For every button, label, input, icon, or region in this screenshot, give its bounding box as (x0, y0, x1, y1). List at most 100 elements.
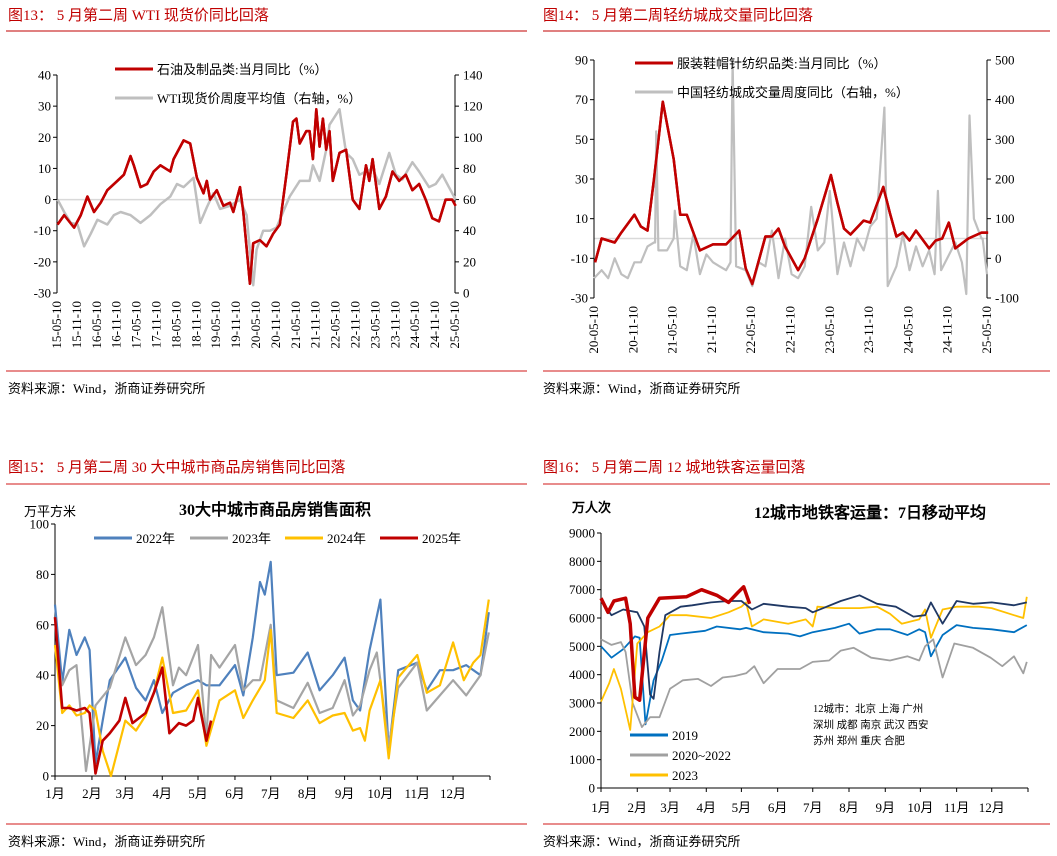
y-tick-label: 6000 (569, 611, 595, 626)
x-tick-label: 22-11-10 (348, 301, 363, 348)
y2-tick-label: 80 (463, 161, 476, 176)
series-line-1 (593, 58, 989, 296)
y-tick-label: 90 (575, 53, 588, 68)
y2-tick-label: 60 (463, 192, 476, 207)
y2-tick-label: 500 (995, 53, 1015, 68)
x-tick-label: 22-05-10 (328, 301, 343, 349)
x-tick-label: 17-05-10 (129, 301, 144, 349)
y-tick-label: 1000 (569, 752, 595, 767)
chart-metro-ridership: 0 1000 2000 3000 4000 5000 6000 7000 8000 9000 1月 2… (569, 526, 1029, 815)
x-tick-label: 15-11-10 (69, 301, 84, 348)
x-tick-label: 16-05-10 (89, 301, 104, 349)
chart-housing-sales: 0 20 40 60 80 100 1月 2月 3月 4月 5月 6月 7月 8月 9月 10月 11月 12月 2… (30, 517, 491, 801)
figure-caption: 图16： 5 月第二周 12 城地铁客运量回落 (543, 458, 806, 476)
x-tick-label: 24-05-10 (900, 306, 915, 354)
figure-caption: 图13： 5 月第二周 WTI 现货价同比回落 (8, 6, 269, 24)
x-tick-label: 2月 (628, 800, 648, 815)
source-note: 资料来源：Wind，浙商证券研究所 (543, 381, 740, 396)
x-tick-label: 22-05-10 (743, 306, 758, 354)
x-tick-label: 24-11-10 (940, 306, 955, 353)
y-tick-label: 5000 (569, 639, 595, 654)
y2-tick-label: 20 (463, 254, 476, 269)
legend-label: 2022年 (136, 531, 175, 546)
y-tick-label: 30 (575, 172, 588, 187)
x-tick-label: 23-05-10 (822, 306, 837, 354)
figure-caption: 图14： 5 月第二周轻纺城成交量同比回落 (543, 6, 813, 24)
city-note-line: 12城市：北京 上海 广州 (813, 702, 923, 715)
chart-title: 30大中城市商品房销售面积 (179, 500, 371, 519)
chart-title: 12城市地铁客运量：7日移动平均 (754, 503, 986, 522)
x-tick-label: 9月 (335, 786, 355, 801)
x-tick-label: 8月 (298, 786, 318, 801)
y-tick-label: 50 (575, 132, 588, 147)
y-tick-label: 40 (38, 68, 51, 83)
x-tick-label: 19-05-10 (208, 301, 223, 349)
y-tick-label: 40 (36, 668, 49, 683)
y-unit-label: 万平方米 (24, 504, 76, 519)
x-tick-label: 18-05-10 (168, 301, 183, 349)
x-tick-label: 23-11-10 (387, 301, 402, 348)
x-tick-label: 11月 (944, 800, 970, 815)
y2-tick-label: 120 (463, 99, 483, 114)
x-tick-label: 1月 (45, 786, 65, 801)
source-note: 资料来源：Wind，浙商证券研究所 (8, 834, 205, 849)
city-note-line: 苏州 郑州 重庆 合肥 (813, 734, 905, 747)
y-tick-label: 20 (38, 130, 51, 145)
y2-tick-label: 100 (995, 211, 1015, 226)
x-tick-label: 7月 (803, 800, 823, 815)
y-tick-label: 80 (36, 567, 49, 582)
figure-caption: 图15： 5 月第二周 30 大中城市商品房销售同比回落 (8, 458, 346, 476)
source-note: 资料来源：Wind，浙商证券研究所 (543, 834, 740, 849)
y-tick-label: 0 (589, 781, 596, 796)
y2-tick-label: 100 (463, 130, 483, 145)
y-tick-label: 4000 (569, 667, 595, 682)
series-line-1 (53, 606, 490, 773)
x-tick-label: 8月 (839, 800, 859, 815)
y-tick-label: 60 (36, 617, 49, 632)
x-tick-label: 17-11-10 (149, 301, 164, 348)
y2-tick-label: -100 (995, 291, 1019, 306)
x-tick-label: 24-05-10 (407, 301, 422, 349)
y-tick-label: 10 (575, 211, 588, 226)
x-tick-label: 3月 (660, 800, 680, 815)
x-tick-label: 5月 (732, 800, 752, 815)
y-tick-label: 3000 (569, 696, 595, 711)
y2-tick-label: 200 (995, 172, 1015, 187)
legend-label: 2020~2022 (672, 748, 731, 763)
legend-label: 2024年 (327, 531, 366, 546)
series-line-highlight (56, 108, 457, 285)
series-line-1 (600, 638, 1028, 728)
x-tick-label: 5月 (188, 786, 208, 801)
y-tick-label: -10 (34, 223, 51, 238)
y-tick-label: 7000 (569, 582, 595, 597)
x-tick-label: 21-11-10 (308, 301, 323, 348)
x-tick-label: 10月 (907, 800, 933, 815)
x-tick-label: 6月 (225, 786, 245, 801)
legend-label: 2023年 (232, 531, 271, 546)
series-line-highlight (593, 100, 989, 286)
y-unit-label: 万人次 (571, 500, 611, 515)
x-tick-label: 4月 (153, 786, 173, 801)
chart-textile: -30 -10 10 30 50 70 90 -100 0 100 200 300 400 500 20-0… (571, 53, 1019, 354)
y-tick-label: 30 (38, 99, 51, 114)
x-tick-label: 23-05-10 (367, 301, 382, 349)
x-tick-label: 15-05-10 (49, 301, 64, 349)
y-tick-label: 10 (38, 161, 51, 176)
y-tick-label: 20 (36, 718, 49, 733)
x-tick-label: 18-11-10 (188, 301, 203, 348)
legend-label: 中国轻纺城成交量周度同比（右轴，%） (677, 85, 909, 100)
y-tick-label: 2000 (569, 724, 595, 739)
series-line-0 (53, 560, 490, 765)
x-tick-label: 21-05-10 (288, 301, 303, 349)
x-tick-label: 20-11-10 (268, 301, 283, 348)
x-tick-label: 21-05-10 (665, 306, 680, 354)
x-tick-label: 4月 (697, 800, 717, 815)
y-tick-label: 0 (43, 769, 50, 784)
source-note: 资料来源：Wind，浙商证券研究所 (8, 381, 205, 396)
y-tick-label: 100 (30, 517, 50, 532)
y2-tick-label: 400 (995, 92, 1015, 107)
x-tick-label: 3月 (116, 786, 136, 801)
y-tick-label: -10 (571, 251, 588, 266)
legend-label: 服装鞋帽针纺织品类:当月同比（%） (677, 56, 886, 71)
